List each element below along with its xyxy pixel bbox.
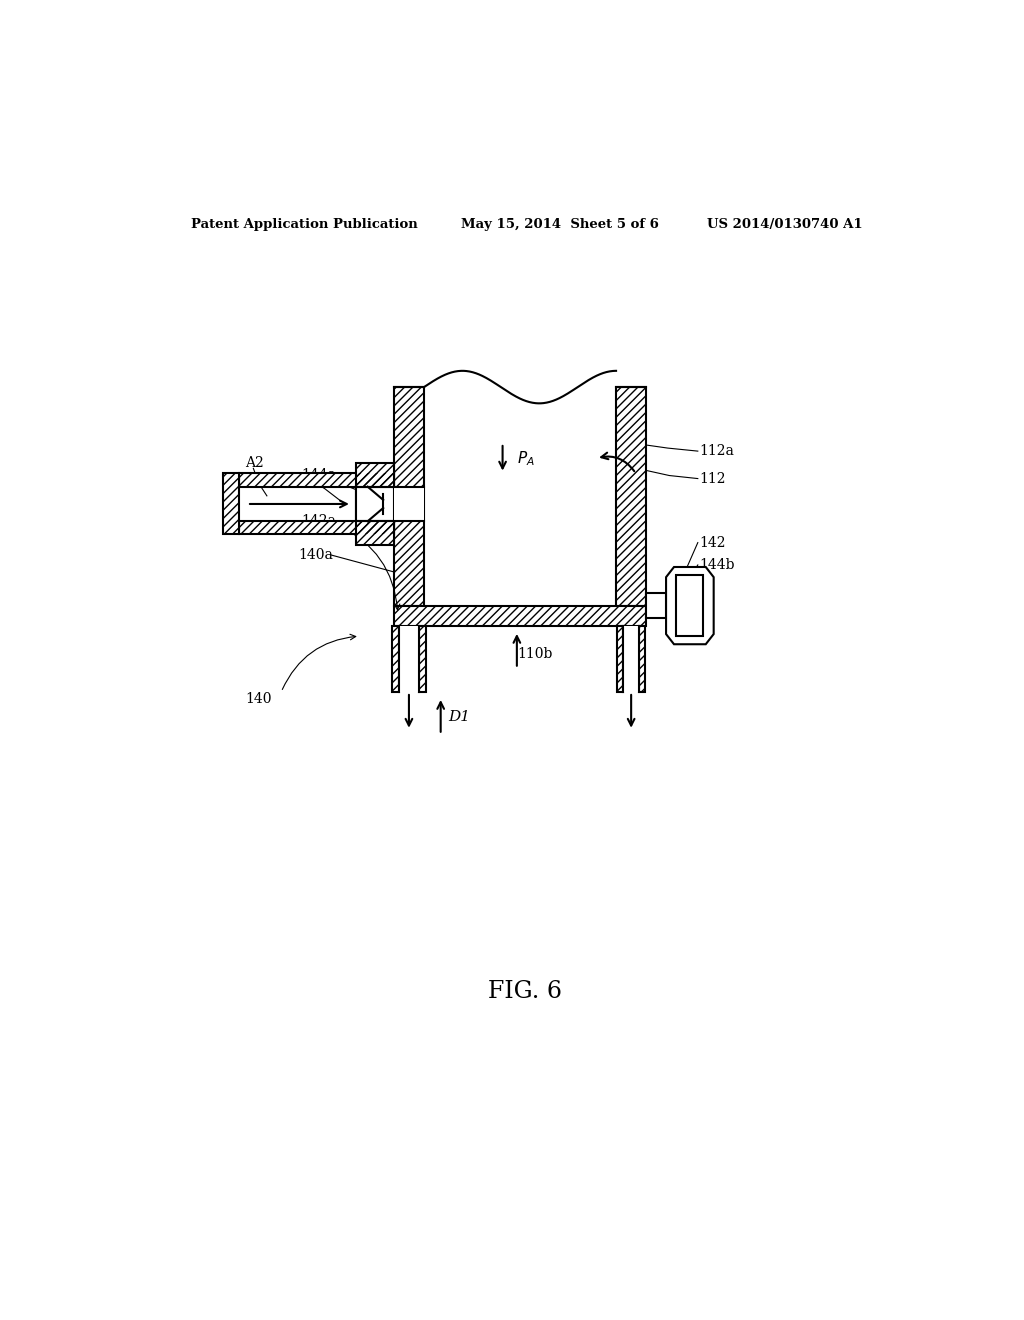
Bar bbox=[394, 606, 646, 626]
Bar bbox=[355, 487, 394, 521]
Text: 112: 112 bbox=[699, 471, 726, 486]
Bar bbox=[223, 474, 240, 535]
Bar bbox=[677, 576, 703, 636]
Bar bbox=[394, 387, 424, 606]
Bar bbox=[240, 521, 394, 535]
Bar bbox=[394, 387, 424, 606]
Text: Patent Application Publication: Patent Application Publication bbox=[191, 218, 418, 231]
Bar bbox=[616, 387, 646, 606]
Bar bbox=[616, 626, 624, 692]
Text: 112a: 112a bbox=[699, 444, 734, 458]
Text: 140: 140 bbox=[246, 692, 272, 706]
Bar bbox=[419, 626, 426, 692]
Bar bbox=[355, 463, 394, 545]
Bar bbox=[355, 463, 394, 545]
Text: 140a: 140a bbox=[298, 548, 333, 562]
Text: 144: 144 bbox=[341, 475, 368, 488]
Bar bbox=[392, 626, 398, 692]
Bar bbox=[240, 474, 394, 487]
Bar bbox=[240, 474, 394, 487]
Bar bbox=[639, 626, 645, 692]
Text: D1: D1 bbox=[449, 710, 471, 725]
Bar bbox=[392, 626, 398, 692]
Polygon shape bbox=[666, 568, 714, 644]
Text: 142: 142 bbox=[699, 536, 726, 549]
Bar bbox=[398, 626, 419, 692]
Bar bbox=[223, 474, 240, 535]
Bar bbox=[616, 387, 646, 606]
Text: A2: A2 bbox=[246, 457, 264, 470]
Text: US 2014/0130740 A1: US 2014/0130740 A1 bbox=[708, 218, 863, 231]
Bar bbox=[394, 606, 646, 626]
Bar bbox=[646, 594, 666, 618]
Bar bbox=[639, 626, 645, 692]
Text: 142a: 142a bbox=[301, 515, 336, 528]
Text: May 15, 2014  Sheet 5 of 6: May 15, 2014 Sheet 5 of 6 bbox=[461, 218, 659, 231]
Bar bbox=[240, 521, 394, 535]
Text: $P_A$: $P_A$ bbox=[517, 449, 535, 467]
Text: FIG. 6: FIG. 6 bbox=[487, 981, 562, 1003]
Text: 144a: 144a bbox=[301, 467, 336, 482]
Bar bbox=[394, 487, 424, 521]
Text: 110b: 110b bbox=[517, 647, 552, 661]
Bar bbox=[616, 626, 624, 692]
Bar bbox=[624, 626, 639, 692]
Bar bbox=[419, 626, 426, 692]
Text: 144b: 144b bbox=[699, 558, 735, 572]
